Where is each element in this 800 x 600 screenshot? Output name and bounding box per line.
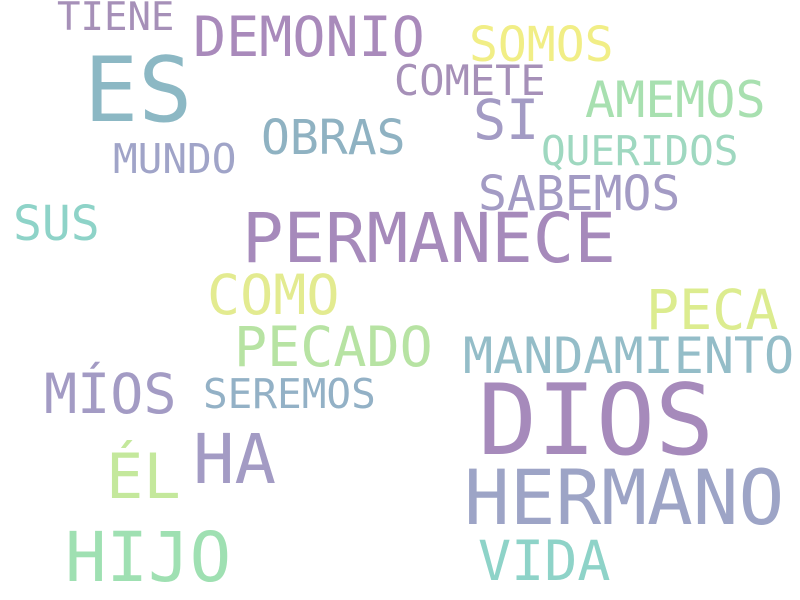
word-peca: PECA: [646, 278, 779, 342]
word-vida: VIDA: [478, 529, 611, 593]
word-sabemos: SABEMOS: [478, 166, 681, 222]
word-permanece: PERMANECE: [242, 199, 616, 279]
word-dios: DIOS: [478, 364, 715, 478]
word-si: SI: [473, 88, 540, 152]
word-hijo: HIJO: [65, 518, 232, 598]
word-como: COMO: [207, 263, 340, 327]
word-demonio: DEMONIO: [193, 5, 425, 69]
word-queridos: QUERIDOS: [541, 127, 739, 175]
word-es: ES: [84, 38, 193, 143]
word-sus: SUS: [13, 196, 100, 252]
word-somos: SOMOS: [469, 17, 614, 73]
word-hermano: HERMANO: [464, 453, 785, 542]
word-ha: HA: [193, 420, 277, 500]
word-mundo: MUNDO: [113, 135, 237, 183]
word-pecado: PECADO: [234, 315, 433, 379]
word-tiene: TIENE: [57, 0, 175, 40]
word-mios: MÍOS: [44, 362, 177, 426]
word-obras: OBRAS: [261, 110, 406, 166]
word-seremos: SEREMOS: [203, 370, 376, 418]
word-comete: COMETE: [394, 56, 546, 105]
word-el: ÉL: [106, 440, 181, 513]
word-amemos: AMEMOS: [585, 71, 766, 129]
word-mandamiento: MANDAMIENTO: [463, 327, 795, 385]
